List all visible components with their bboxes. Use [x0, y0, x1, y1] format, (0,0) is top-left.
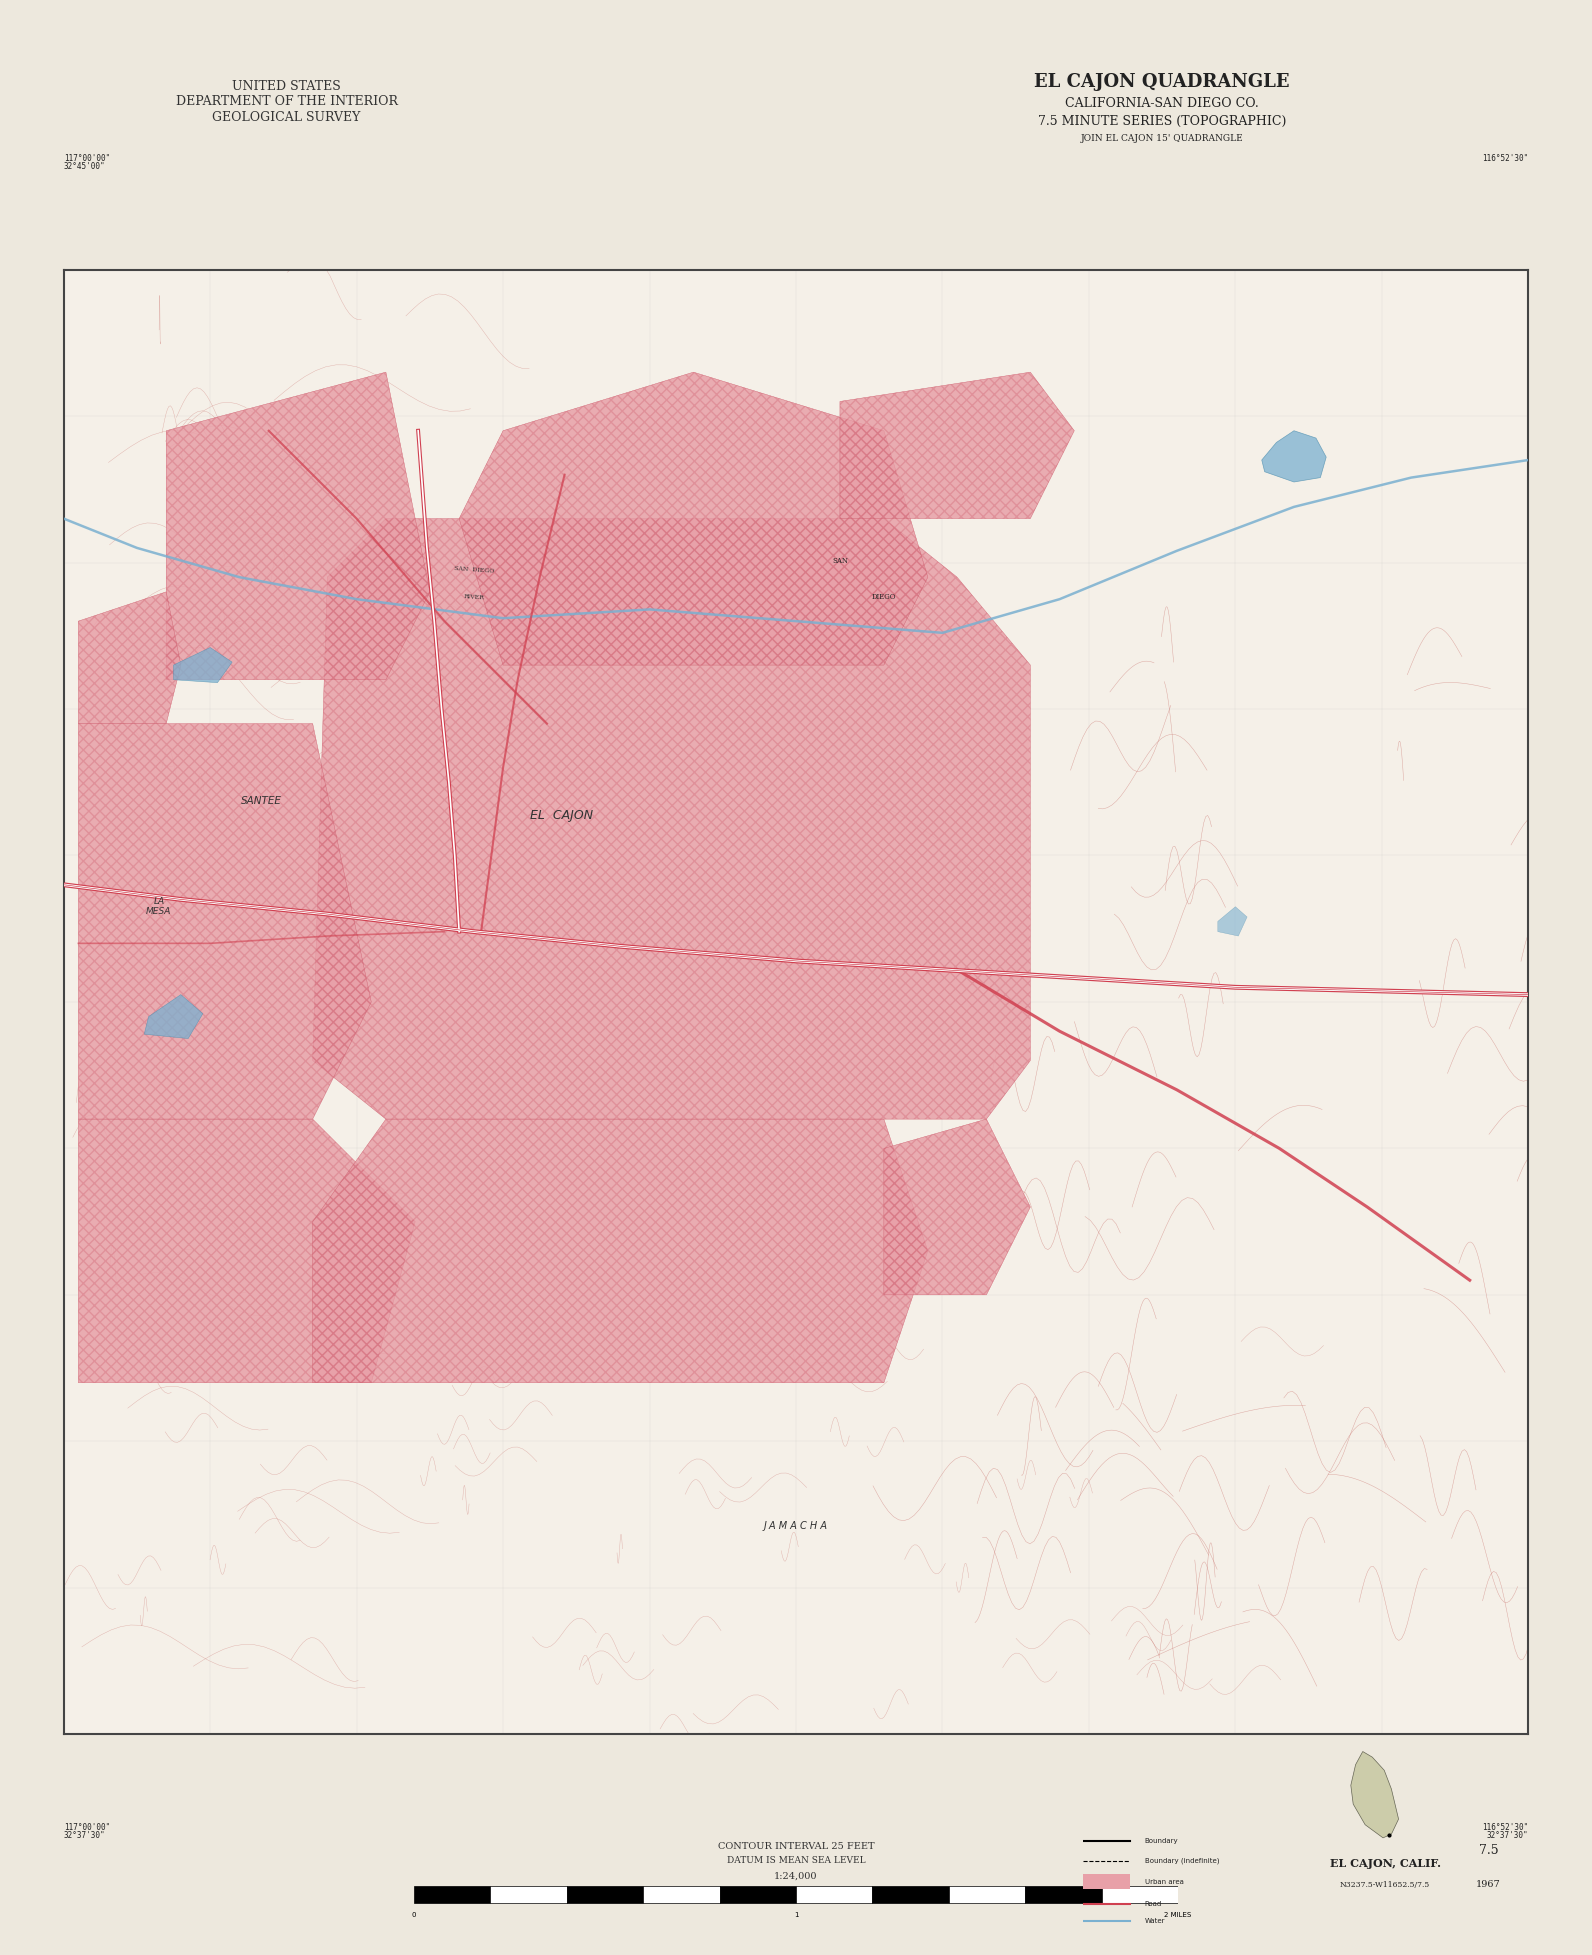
- Polygon shape: [1350, 1752, 1398, 1838]
- Text: DEPARTMENT OF THE INTERIOR: DEPARTMENT OF THE INTERIOR: [175, 96, 398, 108]
- Text: Urban area: Urban area: [1145, 1879, 1183, 1885]
- Text: SANTEE: SANTEE: [240, 796, 282, 805]
- Text: 116°52'30": 116°52'30": [1482, 1822, 1528, 1832]
- Polygon shape: [458, 371, 928, 665]
- Polygon shape: [312, 518, 1030, 1118]
- Bar: [1025, 1885, 1102, 1904]
- Text: Road: Road: [1145, 1900, 1162, 1906]
- Bar: [414, 1885, 490, 1904]
- Text: 1: 1: [794, 1912, 798, 1918]
- Polygon shape: [78, 592, 181, 723]
- Text: N3237.5-W11652.5/7.5: N3237.5-W11652.5/7.5: [1340, 1881, 1430, 1889]
- Polygon shape: [884, 1118, 1030, 1294]
- Text: 32°37'30": 32°37'30": [1487, 1830, 1528, 1840]
- Polygon shape: [1262, 430, 1326, 483]
- Text: J A M A C H A: J A M A C H A: [764, 1521, 828, 1531]
- Text: DATUM IS MEAN SEA LEVEL: DATUM IS MEAN SEA LEVEL: [726, 1855, 866, 1865]
- Text: 1967: 1967: [1476, 1879, 1501, 1889]
- Text: 117°00'00": 117°00'00": [64, 154, 110, 164]
- Text: DIEGO: DIEGO: [872, 592, 896, 600]
- Bar: [1083, 1873, 1130, 1889]
- Text: CONTOUR INTERVAL 25 FEET: CONTOUR INTERVAL 25 FEET: [718, 1842, 874, 1851]
- Polygon shape: [841, 371, 1075, 518]
- Polygon shape: [78, 1118, 416, 1382]
- Bar: [1102, 1885, 1178, 1904]
- Text: LA
MESA: LA MESA: [146, 897, 172, 917]
- Text: 116°52'30": 116°52'30": [1482, 154, 1528, 164]
- Text: Water: Water: [1145, 1918, 1165, 1924]
- Text: SAN  DIEGO: SAN DIEGO: [454, 567, 494, 575]
- Text: 7.5 MINUTE SERIES (TOPOGRAPHIC): 7.5 MINUTE SERIES (TOPOGRAPHIC): [1038, 115, 1286, 127]
- Text: 32°45'00": 32°45'00": [64, 162, 105, 172]
- Bar: [872, 1885, 949, 1904]
- Text: EL CAJON, CALIF.: EL CAJON, CALIF.: [1329, 1857, 1441, 1869]
- Bar: [490, 1885, 567, 1904]
- Text: 32°37'30": 32°37'30": [64, 1830, 105, 1840]
- Text: GEOLOGICAL SURVEY: GEOLOGICAL SURVEY: [212, 111, 361, 123]
- Text: EL CAJON QUADRANGLE: EL CAJON QUADRANGLE: [1035, 72, 1290, 92]
- Text: UNITED STATES: UNITED STATES: [232, 80, 341, 92]
- Text: Boundary (indefinite): Boundary (indefinite): [1145, 1857, 1219, 1865]
- Text: JOIN EL CAJON 15' QUADRANGLE: JOIN EL CAJON 15' QUADRANGLE: [1081, 135, 1243, 143]
- Text: 1:24,000: 1:24,000: [774, 1871, 818, 1881]
- Bar: [949, 1885, 1025, 1904]
- Polygon shape: [166, 371, 430, 680]
- Text: 2 MILES: 2 MILES: [1164, 1912, 1192, 1918]
- Polygon shape: [1218, 907, 1247, 936]
- Polygon shape: [312, 1118, 928, 1382]
- Text: 117°00'00": 117°00'00": [64, 1822, 110, 1832]
- Text: EL  CAJON: EL CAJON: [530, 809, 594, 821]
- Text: 0: 0: [412, 1912, 416, 1918]
- Text: RIVER: RIVER: [463, 594, 484, 600]
- Text: 7.5: 7.5: [1479, 1844, 1498, 1857]
- Bar: [796, 1885, 872, 1904]
- Polygon shape: [78, 723, 371, 1118]
- Polygon shape: [145, 995, 202, 1038]
- Bar: [720, 1885, 796, 1904]
- Polygon shape: [174, 647, 232, 682]
- Text: SAN: SAN: [833, 557, 849, 565]
- Text: CALIFORNIA-SAN DIEGO CO.: CALIFORNIA-SAN DIEGO CO.: [1065, 98, 1259, 109]
- Text: Boundary: Boundary: [1145, 1838, 1178, 1844]
- Bar: [643, 1885, 720, 1904]
- Bar: [567, 1885, 643, 1904]
